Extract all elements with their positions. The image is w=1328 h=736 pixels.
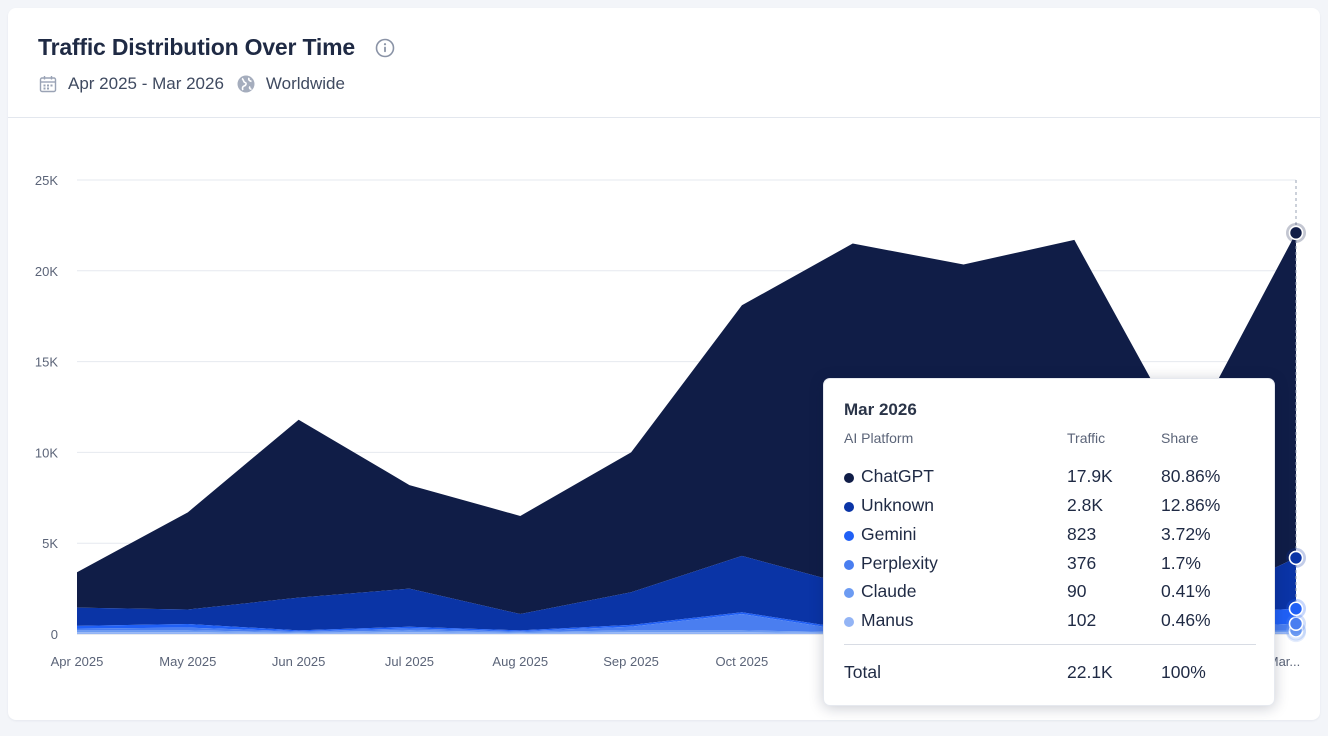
tooltip-row: ChatGPT 17.9K 80.86%	[844, 466, 1264, 490]
tooltip-total-share: 100%	[1161, 662, 1206, 682]
legend-dot	[844, 588, 854, 598]
y-tick-label: 25K	[35, 173, 58, 188]
tooltip-row-name: Manus	[861, 610, 914, 630]
traffic-distribution-card: Traffic Distribution Over Time Apr 2025 …	[8, 8, 1320, 720]
tooltip-total-label: Total	[844, 662, 881, 682]
tooltip-row-name: Claude	[861, 581, 917, 601]
region: Worldwide	[265, 74, 345, 93]
tooltip-row: Unknown 2.8K 12.86%	[844, 495, 1264, 519]
x-tick-label: May 2025	[159, 654, 216, 669]
card-header: Traffic Distribution Over Time Apr 2025 …	[8, 8, 1320, 118]
page-title: Traffic Distribution Over Time	[38, 34, 355, 60]
tooltip-row-share: 12.86%	[1161, 495, 1221, 515]
legend-dot	[844, 531, 854, 541]
tooltip-row-name: Gemini	[861, 524, 917, 544]
legend-dot	[844, 473, 854, 483]
tooltip-row: Gemini 823 3.72%	[844, 524, 1264, 548]
x-tick-label: Aug 2025	[492, 654, 548, 669]
tooltip-row-name: Perplexity	[861, 553, 938, 573]
tooltip-row-traffic: 823	[1067, 524, 1097, 544]
x-tick-label: Jul 2025	[385, 654, 434, 669]
y-tick-label: 20K	[35, 264, 58, 279]
tooltip-row-traffic: 17.9K	[1067, 466, 1113, 486]
chart-area: 0 5K 10K 15K 20K 25K Apr 2025 May 2025 Jun 2025 J…	[8, 118, 1320, 720]
tooltip-header-share: Share	[1161, 430, 1199, 446]
legend-dot	[844, 560, 854, 570]
tooltip-row-traffic: 90	[1067, 581, 1087, 601]
y-tick-label: 15K	[35, 355, 58, 370]
y-tick-label: 10K	[35, 445, 58, 460]
tooltip-row-share: 0.41%	[1161, 581, 1211, 601]
tooltip-row-traffic: 376	[1067, 553, 1097, 573]
legend-dot	[844, 617, 854, 627]
tooltip-row: Claude 90 0.41%	[844, 581, 1264, 605]
y-tick-label: 0	[51, 627, 58, 642]
tooltip-row-traffic: 102	[1067, 610, 1097, 630]
y-tick-label: 5K	[42, 536, 58, 551]
tooltip-row-traffic: 2.8K	[1067, 495, 1103, 515]
tooltip-row-share: 0.46%	[1161, 610, 1211, 630]
tooltip-row-name: ChatGPT	[861, 466, 934, 486]
chart-tooltip: Mar 2026 AI Platform Traffic Share ChatG…	[823, 378, 1275, 706]
x-tick-label: Oct 2025	[716, 654, 769, 669]
tooltip-row-share: 1.7%	[1161, 553, 1201, 573]
hover-marker	[1288, 616, 1304, 631]
meta-row: Apr 2025 - Mar 2026 Worldwide	[38, 74, 345, 94]
hover-marker	[1288, 225, 1304, 241]
legend-dot	[844, 502, 854, 512]
title-row: Traffic Distribution Over Time	[38, 34, 395, 61]
tooltip-total-traffic: 22.1K	[1067, 662, 1113, 682]
globe-icon	[236, 74, 256, 94]
hover-marker	[1288, 550, 1304, 566]
tooltip-header-traffic: Traffic	[1067, 430, 1106, 446]
tooltip-title: Mar 2026	[844, 400, 917, 419]
tooltip-divider	[844, 644, 1256, 645]
tooltip-row-name: Unknown	[861, 495, 934, 515]
hover-marker	[1288, 601, 1304, 617]
info-icon[interactable]	[375, 38, 395, 58]
tooltip-row-share: 80.86%	[1161, 466, 1221, 486]
tooltip-total-row: Total 22.1K 100%	[844, 662, 1264, 686]
x-tick-label: Apr 2025	[51, 654, 104, 669]
tooltip-row-share: 3.72%	[1161, 524, 1211, 544]
calendar-icon	[38, 74, 58, 94]
date-range: Apr 2025 - Mar 2026	[68, 74, 224, 93]
tooltip-row: Perplexity 376 1.7%	[844, 553, 1264, 577]
x-tick-label: Jun 2025	[272, 654, 326, 669]
x-tick-label: Sep 2025	[603, 654, 659, 669]
tooltip-header-platform: AI Platform	[844, 430, 914, 446]
x-tick-label: Mar...	[1268, 654, 1301, 669]
tooltip-row: Manus 102 0.46%	[844, 610, 1264, 634]
